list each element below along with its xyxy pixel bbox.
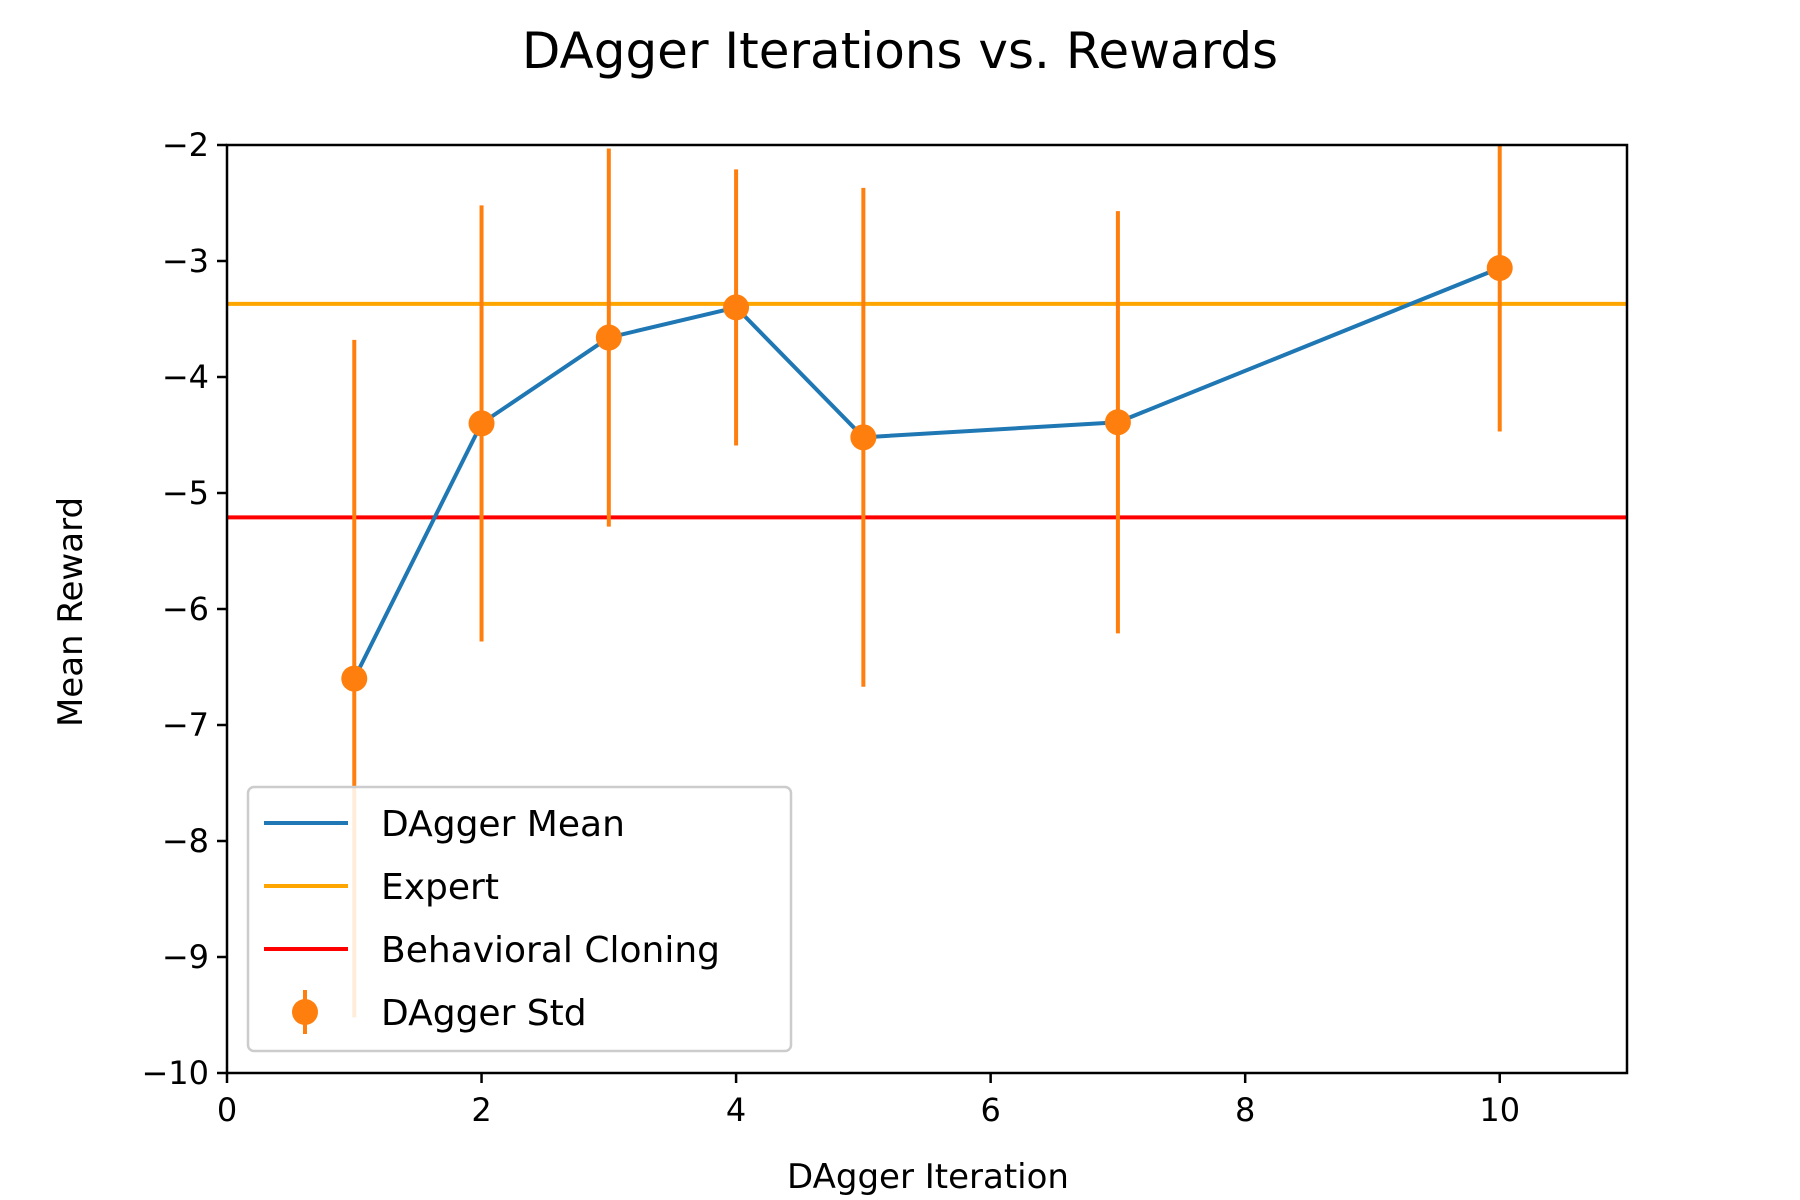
- y-tick-label: −10: [141, 1054, 209, 1092]
- y-tick-label: −4: [162, 358, 209, 396]
- legend-marker-dagger-std: [292, 999, 318, 1025]
- y-axis-label: Mean Reward: [51, 497, 91, 727]
- y-tick-label: −9: [162, 938, 209, 976]
- data-points: [341, 254, 1513, 692]
- x-tick-label: 8: [1235, 1091, 1255, 1129]
- x-ticks: 0 2 4 6 8 10: [217, 1073, 1520, 1129]
- y-tick-label: −5: [162, 474, 209, 512]
- data-point: [468, 410, 495, 437]
- legend-box: [246, 785, 793, 1053]
- x-tick-label: 10: [1479, 1091, 1520, 1129]
- y-tick-label: −2: [162, 126, 209, 164]
- mean-line-group: [352, 266, 1501, 680]
- x-tick-label: 6: [980, 1091, 1000, 1129]
- reference-lines: [227, 301, 1627, 520]
- data-point: [595, 324, 622, 351]
- legend: DAgger Mean Expert Behavioral Cloning DAgge…: [246, 785, 793, 1053]
- x-tick-label: 0: [217, 1091, 237, 1129]
- x-tick-label: 2: [471, 1091, 491, 1129]
- y-ticks: −10 −9 −8 −7 −6 −5 −4 −3 −2: [141, 126, 227, 1092]
- legend-label-dagger-mean: DAgger Mean: [381, 804, 625, 845]
- data-point: [1104, 409, 1131, 436]
- plot-area: [227, 145, 1627, 1018]
- data-point: [850, 424, 877, 451]
- data-point: [723, 294, 750, 321]
- x-axis-label: DAgger Iteration: [787, 1157, 1069, 1197]
- legend-label-expert: Expert: [381, 867, 499, 908]
- y-tick-label: −6: [162, 590, 209, 628]
- chart-title: DAgger Iterations vs. Rewards: [522, 22, 1278, 80]
- data-point: [1486, 254, 1513, 281]
- dagger-mean-line: [352, 266, 1501, 680]
- legend-label-behavioral-cloning: Behavioral Cloning: [381, 930, 720, 971]
- y-tick-label: −8: [162, 822, 209, 860]
- legend-label-dagger-std: DAgger Std: [381, 993, 587, 1034]
- y-tick-label: −7: [162, 706, 209, 744]
- x-tick-label: 4: [726, 1091, 746, 1129]
- y-tick-label: −3: [162, 242, 209, 280]
- data-point: [341, 665, 368, 692]
